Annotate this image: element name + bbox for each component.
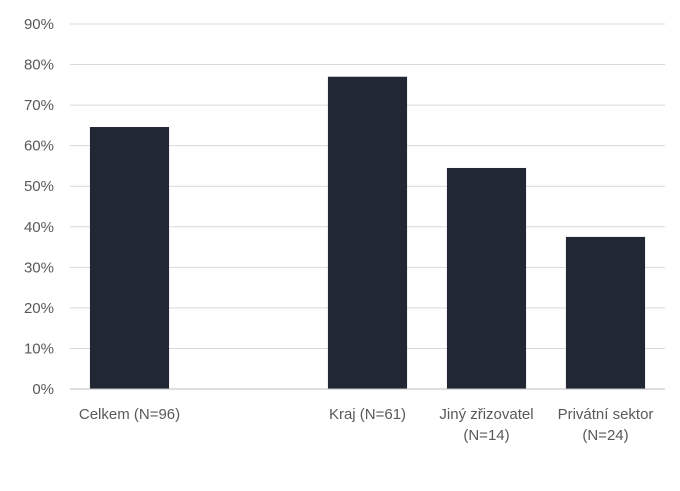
y-tick-label: 80% bbox=[24, 57, 54, 74]
x-tick-label: Privátní sektor bbox=[558, 406, 654, 423]
y-tick-label: 30% bbox=[24, 259, 54, 276]
x-tick-label: (N=24) bbox=[582, 427, 628, 444]
y-tick-label: 50% bbox=[24, 178, 54, 195]
y-tick-label: 0% bbox=[32, 381, 54, 398]
y-tick-label: 70% bbox=[24, 97, 54, 114]
x-tick-label: Celkem (N=96) bbox=[79, 406, 180, 423]
y-tick-label: 10% bbox=[24, 340, 54, 357]
y-tick-label: 20% bbox=[24, 300, 54, 317]
bar bbox=[446, 167, 527, 389]
x-tick-label: Jiný zřizovatel bbox=[439, 406, 533, 423]
bar bbox=[89, 127, 170, 389]
x-tick-label: (N=14) bbox=[463, 427, 509, 444]
y-tick-label: 60% bbox=[24, 138, 54, 155]
y-tick-label: 40% bbox=[24, 219, 54, 236]
bars bbox=[89, 76, 646, 389]
y-tick-label: 90% bbox=[24, 16, 54, 33]
x-tick-label: Kraj (N=61) bbox=[329, 406, 406, 423]
bar bbox=[327, 76, 408, 389]
x-axis-category-labels: Celkem (N=96) Kraj (N=61) Jiný zřizovatel (… bbox=[79, 406, 654, 444]
y-axis-tick-labels: 0% 10% 20% 30% 40% 50% 60% 70% 80% 90% bbox=[24, 16, 54, 398]
bar bbox=[565, 236, 646, 389]
